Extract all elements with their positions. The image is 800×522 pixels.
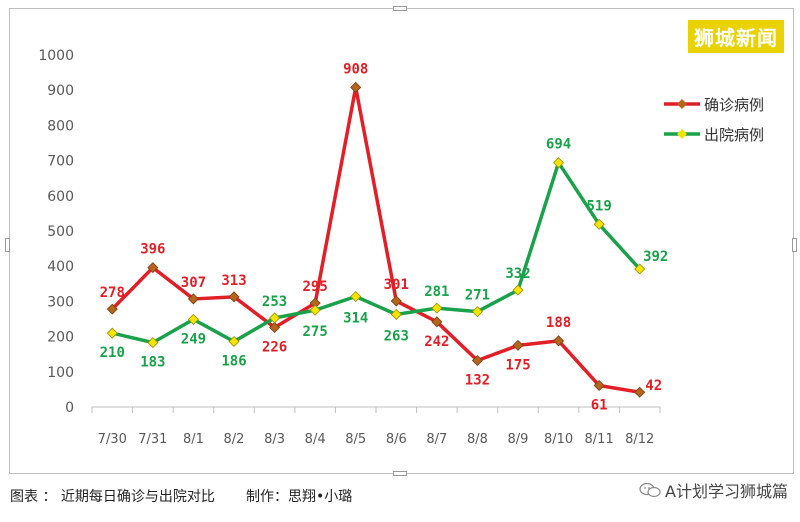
data-label: 908	[343, 61, 368, 77]
x-tick-label: 7/30	[98, 432, 127, 447]
data-point	[431, 316, 443, 328]
y-tick-label: 900	[47, 83, 74, 99]
x-tick-label: 8/8	[467, 432, 488, 447]
resize-handle-left[interactable]	[5, 238, 10, 252]
data-label: 313	[221, 273, 246, 289]
x-tick-label: 8/1	[183, 432, 204, 447]
x-tick-label: 8/11	[585, 432, 614, 447]
data-label: 301	[384, 277, 409, 293]
data-point	[471, 306, 483, 318]
data-point	[634, 386, 646, 398]
data-label: 519	[586, 198, 611, 214]
data-point	[553, 335, 565, 347]
x-tick-label: 8/2	[224, 432, 245, 447]
y-tick-label: 800	[47, 118, 74, 134]
wechat-icon	[639, 482, 661, 498]
legend-marker	[677, 129, 687, 139]
data-point	[593, 380, 605, 392]
x-tick-label: 8/12	[625, 432, 654, 447]
data-point	[228, 291, 240, 303]
y-tick-label: 500	[47, 224, 74, 240]
data-label: 132	[465, 373, 490, 389]
legend-label: 出院病例	[704, 126, 764, 144]
data-point	[431, 302, 443, 314]
x-tick-label: 8/5	[345, 432, 366, 447]
y-tick-label: 1000	[38, 48, 74, 64]
series-line-discharged	[111, 160, 642, 345]
data-label: 188	[546, 315, 571, 331]
figure-caption: 图表 ： 近期每日确诊与出院对比 制作：思翔•小璐	[10, 489, 353, 505]
data-label: 295	[302, 279, 327, 295]
resize-handle-right[interactable]	[792, 238, 797, 252]
chart-frame	[9, 8, 794, 474]
data-label: 694	[546, 137, 571, 153]
x-tick-label: 8/9	[508, 432, 529, 447]
data-point	[187, 313, 199, 325]
data-point	[634, 263, 646, 275]
wechat-attribution: A计划学习狮城篇	[639, 478, 788, 502]
data-label: 396	[140, 242, 165, 258]
y-tick-label: 100	[47, 365, 74, 381]
data-label: 271	[465, 288, 490, 304]
data-label: 263	[384, 328, 409, 344]
data-label: 281	[424, 284, 449, 300]
data-label: 226	[262, 339, 287, 355]
data-label: 332	[505, 266, 530, 282]
y-tick-label: 700	[47, 154, 74, 170]
x-tick-label: 8/4	[305, 432, 326, 447]
data-point	[147, 337, 159, 349]
data-point	[228, 336, 240, 348]
wechat-account-name: A计划学习狮城篇	[665, 482, 788, 501]
data-point	[553, 157, 565, 169]
data-point	[106, 327, 118, 339]
data-point	[390, 295, 402, 307]
y-tick-label: 300	[47, 294, 74, 310]
y-tick-label: 600	[47, 189, 74, 205]
x-tick-label: 8/6	[386, 432, 407, 447]
x-tick-label: 8/3	[264, 432, 285, 447]
data-point	[350, 81, 362, 93]
data-label: 186	[221, 354, 246, 370]
data-label: 42	[645, 378, 662, 394]
data-label: 253	[262, 294, 287, 310]
data-label: 249	[181, 331, 206, 347]
line-chart: 0 100 200 300 400 500 600 700 800 900 1000 7/30 7/31…	[38, 48, 764, 447]
resize-handle-top[interactable]	[393, 6, 407, 11]
data-point	[512, 339, 524, 351]
data-label: 175	[505, 357, 530, 373]
data-label: 183	[140, 355, 165, 371]
x-tick-label: 8/10	[544, 432, 573, 447]
x-tick-label: 8/7	[426, 432, 447, 447]
data-point	[147, 262, 159, 274]
data-label: 242	[424, 334, 449, 350]
x-tick-label: 7/31	[138, 432, 167, 447]
data-point	[471, 355, 483, 367]
series-line-confirmed	[111, 85, 640, 394]
y-tick-label: 0	[65, 400, 74, 416]
data-label: 392	[643, 249, 668, 265]
data-point	[106, 303, 118, 315]
data-point	[187, 293, 199, 305]
data-point	[350, 290, 362, 302]
data-label: 278	[100, 285, 125, 301]
data-label: 210	[100, 345, 125, 361]
legend-label: 确诊病例	[704, 96, 764, 114]
data-point	[390, 308, 402, 320]
y-tick-label: 200	[47, 330, 74, 346]
data-label: 307	[181, 275, 206, 291]
data-point	[309, 304, 321, 316]
data-label: 61	[591, 398, 608, 414]
data-point	[593, 218, 605, 230]
data-point	[269, 312, 281, 324]
data-label: 314	[343, 310, 368, 326]
brand-watermark: 狮城新闻	[688, 20, 784, 53]
data-point	[512, 284, 524, 296]
resize-handle-bottom[interactable]	[393, 471, 407, 476]
y-tick-label: 400	[47, 259, 74, 275]
legend-marker	[677, 99, 687, 109]
data-label: 275	[302, 324, 327, 340]
data-point	[309, 297, 321, 309]
data-point	[269, 321, 281, 333]
